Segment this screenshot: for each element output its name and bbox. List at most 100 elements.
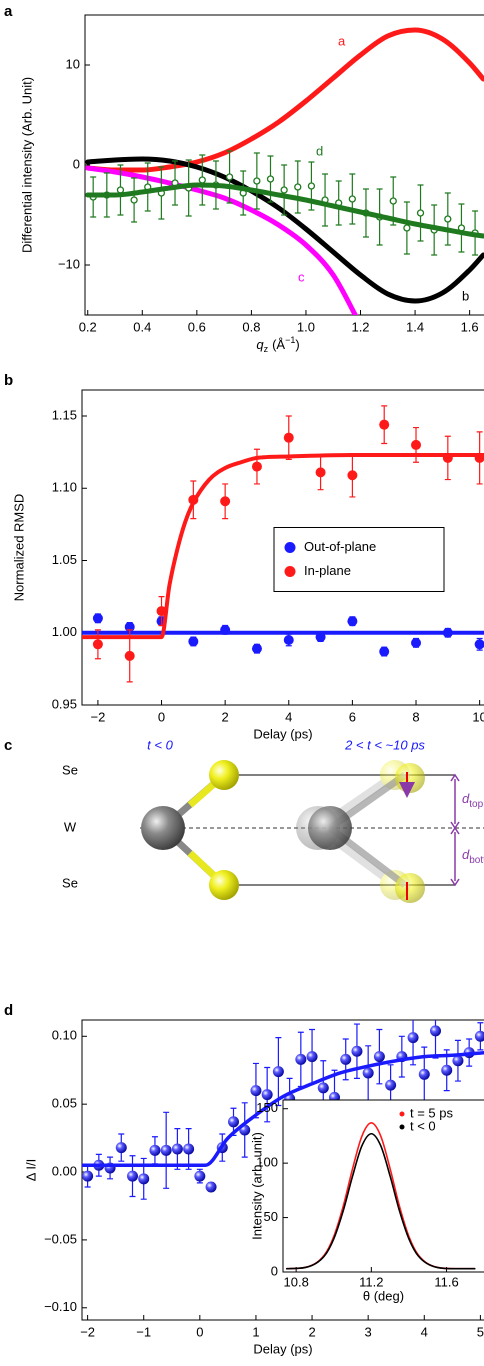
legend-marker bbox=[284, 566, 296, 577]
y-axis-label: Intensity (arb. unit) bbox=[249, 1132, 264, 1240]
d-sub: bottom bbox=[469, 855, 484, 866]
marker bbox=[188, 636, 199, 647]
marker bbox=[160, 1144, 172, 1156]
marker bbox=[198, 176, 206, 184]
y-axis-label: Normalized RMSD bbox=[11, 494, 26, 602]
x-tick-label: 8 bbox=[412, 709, 419, 724]
line bbox=[85, 165, 359, 315]
line bbox=[82, 453, 484, 640]
marker bbox=[416, 209, 425, 217]
marker bbox=[115, 1142, 127, 1154]
x-label-symbol: q bbox=[256, 337, 264, 352]
marker bbox=[379, 646, 390, 657]
marker bbox=[444, 215, 452, 223]
marker bbox=[92, 639, 103, 650]
x-tick-label: 4 bbox=[285, 709, 292, 724]
y-tick-label: 1.15 bbox=[52, 407, 77, 422]
marker bbox=[92, 613, 103, 624]
y-axis-label: Differential intensity (Arb. Unit) bbox=[19, 77, 34, 253]
y-tick-label: 150 bbox=[256, 1100, 278, 1115]
y-axis-label: Δ I/I bbox=[23, 1159, 38, 1181]
atom-label: Se bbox=[62, 875, 78, 890]
marker bbox=[138, 1173, 150, 1185]
x-tick-label: 0.2 bbox=[79, 319, 97, 334]
legend-label: In-plane bbox=[304, 563, 351, 578]
x-tick-label: 0.6 bbox=[188, 319, 206, 334]
plot: 0.2 0.4 0.6 0.8 1.0 1.2 1.4 1.6 −10 0 10 Differenti… bbox=[19, 14, 484, 334]
x-tick-label: 2 bbox=[308, 1324, 315, 1339]
x-tick-label: 11.6 bbox=[434, 1274, 458, 1289]
y-tick-label: −0.10 bbox=[44, 1299, 77, 1314]
se-atom bbox=[209, 870, 239, 900]
marker bbox=[307, 182, 316, 190]
x-label-unit: (Å bbox=[272, 337, 285, 352]
y-tick-label: −0.05 bbox=[44, 1231, 77, 1246]
marker bbox=[411, 439, 422, 450]
marker bbox=[379, 419, 390, 430]
marker bbox=[171, 1143, 183, 1155]
x-tick-label: 0.8 bbox=[242, 319, 260, 334]
legend-marker bbox=[284, 542, 296, 553]
marker bbox=[266, 175, 275, 183]
marker bbox=[124, 650, 135, 661]
marker bbox=[127, 1170, 138, 1182]
legend-marker bbox=[399, 1124, 405, 1130]
series-group bbox=[85, 27, 484, 315]
x-tick-label: 11.2 bbox=[359, 1274, 383, 1289]
y-tick-label: 0 bbox=[271, 1263, 278, 1278]
curve-label: c bbox=[298, 269, 305, 284]
marker bbox=[348, 195, 356, 203]
marker bbox=[362, 1067, 374, 1079]
x-tick-label: 1 bbox=[252, 1324, 259, 1339]
marker bbox=[403, 224, 411, 232]
y-tick-label: 100 bbox=[256, 1155, 278, 1170]
panel-label: c bbox=[4, 737, 12, 754]
x-tick-label: 1.0 bbox=[297, 319, 315, 334]
se-atom bbox=[395, 763, 425, 793]
x-tick-label: 0 bbox=[158, 709, 165, 724]
x-axis-label: θ (deg) bbox=[363, 1289, 404, 1304]
d-symbol: d bbox=[462, 847, 470, 862]
marker bbox=[82, 1170, 94, 1182]
panel-label: a bbox=[4, 3, 13, 20]
x-tick-label: 6 bbox=[349, 709, 356, 724]
distance-label: dbottom bbox=[462, 847, 484, 865]
x-tick-label: 0 bbox=[196, 1324, 203, 1339]
panel-title: t < 0 bbox=[147, 737, 173, 752]
y-tick-label: 0.95 bbox=[52, 696, 77, 711]
d-symbol: d bbox=[462, 791, 470, 806]
marker bbox=[253, 177, 261, 185]
series-group bbox=[82, 1020, 484, 1200]
marker bbox=[385, 1079, 397, 1091]
y-tick-label: 1.00 bbox=[52, 624, 77, 639]
marker bbox=[430, 1025, 441, 1037]
marker bbox=[251, 643, 262, 654]
y-tick-label: 10 bbox=[66, 56, 80, 71]
x-tick-label: 5 bbox=[477, 1324, 484, 1339]
marker bbox=[407, 1032, 419, 1044]
marker bbox=[389, 197, 397, 205]
marker bbox=[411, 637, 422, 648]
x-label-close: ) bbox=[295, 337, 299, 352]
legend-marker bbox=[399, 1111, 405, 1117]
legend-label: t < 0 bbox=[410, 1118, 436, 1133]
marker bbox=[340, 1053, 352, 1065]
y-tick-label: 0.10 bbox=[52, 1028, 77, 1043]
plot: −2 0 2 4 6 8 10 0.95 1.00 1.05 1.10 1.15 Normalized … bbox=[11, 389, 484, 741]
series-group bbox=[82, 405, 484, 683]
marker bbox=[205, 1181, 217, 1193]
w-atom bbox=[141, 806, 185, 850]
panel-title: 2 < t < ~10 ps bbox=[344, 737, 425, 752]
atom-label: W bbox=[64, 819, 77, 834]
x-tick-label: −2 bbox=[80, 1324, 95, 1339]
x-axis-label: Delay (ps) bbox=[253, 726, 312, 741]
arrow-heads bbox=[450, 773, 460, 887]
y-tick-label: 50 bbox=[264, 1209, 278, 1224]
x-tick-label: 0.4 bbox=[133, 319, 151, 334]
curve-label: a bbox=[338, 33, 346, 48]
x-tick-label: 4 bbox=[421, 1324, 428, 1339]
y-tick-label: 0.00 bbox=[52, 1163, 77, 1178]
series-group bbox=[285, 1122, 476, 1270]
